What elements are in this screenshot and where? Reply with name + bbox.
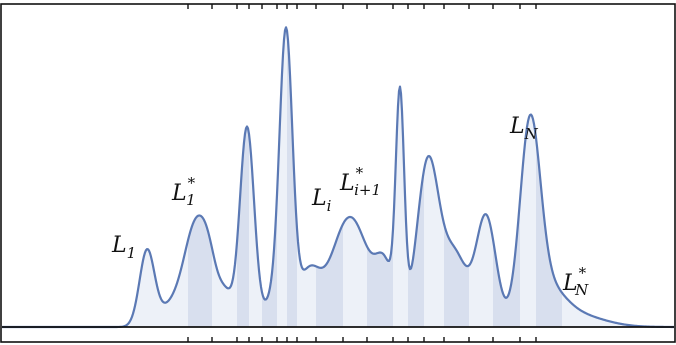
label-ln: LN xyxy=(509,114,539,143)
band-2 xyxy=(237,126,249,328)
tick-marks xyxy=(187,4,537,342)
label-l1: L1 xyxy=(111,233,136,262)
band-5 xyxy=(316,224,343,327)
label-ln-star: L* N xyxy=(562,264,589,299)
band-9 xyxy=(493,199,520,327)
band-4 xyxy=(287,30,297,328)
band-3 xyxy=(262,194,277,327)
band-10 xyxy=(536,137,562,327)
label-li: Li xyxy=(311,186,332,215)
band-7 xyxy=(408,170,424,327)
band-8 xyxy=(444,223,469,327)
label-li1-star: L* i+1 xyxy=(339,164,381,199)
label-l1-star: L* 1 xyxy=(171,174,196,209)
frame xyxy=(0,3,676,343)
band-6 xyxy=(367,229,393,327)
band-1 xyxy=(188,215,212,327)
quantile-bands xyxy=(188,30,562,328)
